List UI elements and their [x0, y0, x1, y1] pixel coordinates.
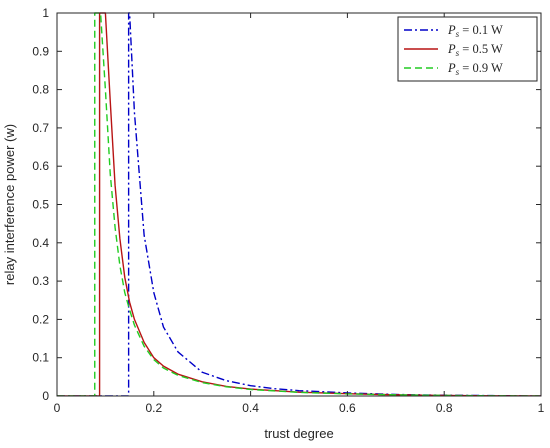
y-tick-label: 0.3 — [32, 274, 49, 288]
legend-label-2: Ps = 0.5 W — [447, 42, 503, 58]
y-tick-label: 1 — [42, 6, 49, 20]
legend-value: = 0.5 W — [459, 42, 503, 56]
x-tick-label: 1 — [538, 401, 545, 415]
y-tick-label: 0.6 — [32, 159, 49, 173]
legend-label-3: Ps = 0.9 W — [447, 61, 503, 77]
y-tick-label: 0.2 — [32, 312, 49, 326]
x-axis-title: trust degree — [264, 426, 333, 441]
x-tick-label: 0.4 — [242, 401, 259, 415]
legend-subscript: s — [456, 29, 460, 39]
y-axis-title: relay interference power (w) — [2, 124, 17, 285]
y-tick-label: 0.5 — [32, 198, 49, 212]
y-tick-label: 0.8 — [32, 83, 49, 97]
legend-variable: P — [447, 61, 456, 75]
legend-value: = 0.1 W — [459, 23, 503, 37]
x-tick-label: 0.2 — [145, 401, 162, 415]
legend-variable: P — [447, 42, 456, 56]
legend-subscript: s — [456, 67, 460, 77]
y-tick-label: 0.1 — [32, 351, 49, 365]
series-line-3 — [57, 12, 541, 396]
y-tick-label: 0 — [42, 389, 49, 403]
x-tick-label: 0 — [54, 401, 61, 415]
legend: Ps = 0.1 WPs = 0.5 WPs = 0.9 W — [397, 16, 538, 82]
legend-variable: P — [447, 23, 456, 37]
legend-subscript: s — [456, 48, 460, 58]
x-tick-label: 0.6 — [339, 401, 356, 415]
ticks-layer: 0 0.2 0.4 0.6 0.8 1 0 0.1 0.2 0.3 0.4 0.5 0.6 0.7 0.8 0… — [32, 6, 544, 415]
x-tick-label: 0.8 — [436, 401, 453, 415]
series-line-2 — [57, 12, 541, 396]
y-tick-label: 0.7 — [32, 121, 49, 135]
y-tick-label: 0.4 — [32, 236, 49, 250]
y-tick-label: 0.9 — [32, 44, 49, 58]
legend-value: = 0.9 W — [459, 61, 503, 75]
legend-label-1: Ps = 0.1 W — [447, 23, 503, 39]
